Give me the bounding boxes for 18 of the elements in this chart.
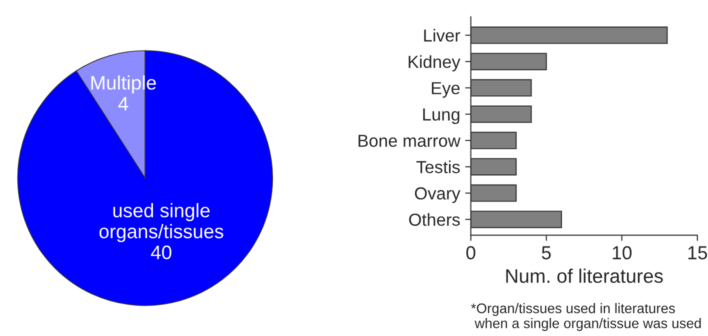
y-tick-label: Kidney xyxy=(408,55,460,72)
y-tick-label: Lung xyxy=(423,108,460,124)
y-tick-label: Testis xyxy=(416,160,460,174)
x-tick-label: 15 xyxy=(688,246,708,260)
y-tick-label: Eye xyxy=(432,82,460,98)
x-tick-label: 0 xyxy=(466,246,476,260)
slice-label: used single organs/tissues xyxy=(99,203,224,242)
data-label: 4 xyxy=(118,97,128,110)
x-tick-label: 10 xyxy=(612,246,632,260)
y-tick-label: Ovary xyxy=(414,187,460,203)
text: *Organ/tissues used in literatures when a single organ/tissue was used xyxy=(471,303,701,331)
data-label: 40 xyxy=(150,246,172,260)
y-tick-label: Others xyxy=(409,213,460,226)
x-tick-label: 5 xyxy=(542,246,551,260)
pie-slice xyxy=(17,50,273,306)
x-axis-title: Num. of literatures xyxy=(506,268,663,283)
y-tick-label: Bone marrow xyxy=(358,134,460,147)
y-tick-label: Liver xyxy=(424,28,460,42)
